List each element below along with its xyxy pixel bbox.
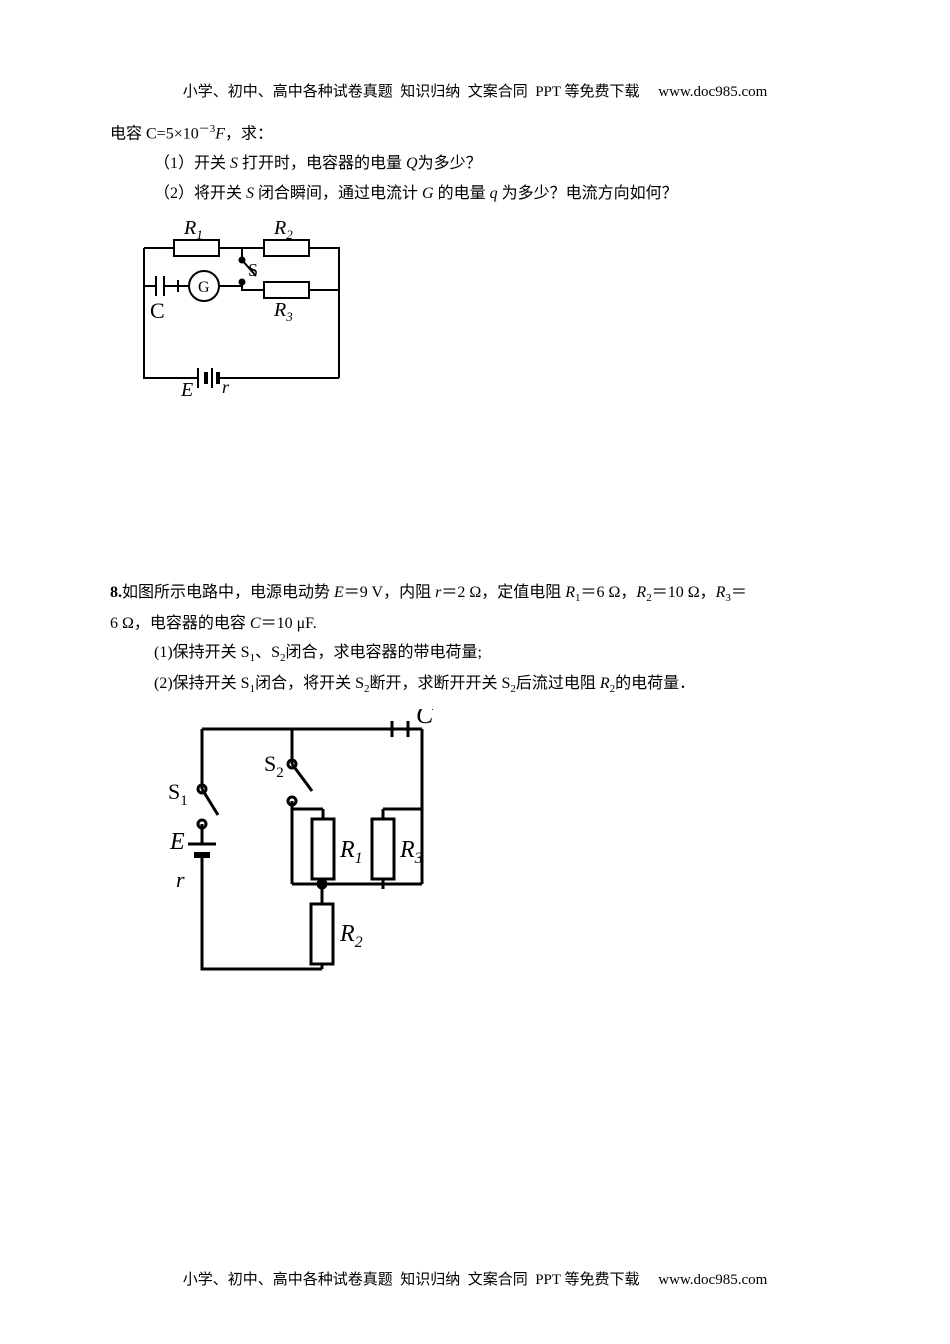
- text: 后流过电阻: [516, 675, 600, 692]
- svg-text:R3: R3: [399, 837, 423, 867]
- text: （2）将开关: [154, 185, 246, 202]
- text: 、S: [255, 644, 280, 661]
- text: (1)保持开关 S: [154, 644, 250, 661]
- svg-text:E: E: [169, 829, 185, 855]
- var-S: S: [246, 185, 254, 202]
- svg-text:R2: R2: [273, 218, 293, 242]
- p7-q1: （1）开关 S 打开时，电容器的电量 Q为多少？: [110, 149, 840, 179]
- unit-F: F: [215, 125, 225, 142]
- text: 为多少？电流方向如何？: [498, 185, 678, 202]
- var-G: G: [422, 185, 434, 202]
- var-R2: R: [636, 584, 646, 601]
- svg-text:C: C: [416, 709, 434, 729]
- text: ＝10 Ω，: [652, 584, 716, 601]
- svg-text:S1: S1: [168, 779, 188, 809]
- text: 为多少？: [418, 155, 482, 172]
- svg-text:R1: R1: [183, 218, 203, 242]
- svg-text:r: r: [176, 867, 185, 892]
- var-R3: R: [716, 584, 726, 601]
- text: (2)保持开关 S: [154, 675, 250, 692]
- var-R2: R: [600, 675, 610, 692]
- p8-line1: 8.如图所示电路中，电源电动势 E＝9 V，内阻 r＝2 Ω，定值电阻 R1＝6…: [110, 578, 840, 609]
- svg-text:R3: R3: [273, 299, 293, 324]
- svg-text:S2: S2: [264, 751, 284, 781]
- text: 电容 C=5×10: [110, 125, 199, 142]
- text: ＝2 Ω，定值电阻: [441, 584, 565, 601]
- svg-text:C: C: [150, 298, 165, 323]
- text: 闭合瞬间，通过电流计: [254, 185, 422, 202]
- p7-q2: （2）将开关 S 闭合瞬间，通过电流计 G 的电量 q 为多少？电流方向如何？: [110, 179, 840, 209]
- var-Q: Q: [406, 155, 418, 172]
- p8-q1: (1)保持开关 S1、S2闭合，求电容器的带电荷量;: [110, 638, 840, 669]
- text: 断开，求断开开关 S: [369, 675, 510, 692]
- page-footer: 小学、初中、高中各种试卷真题 知识归纳 文案合同 PPT 等免费下载 www.d…: [0, 1268, 950, 1289]
- text: 的电荷量．: [615, 675, 695, 692]
- page-header: 小学、初中、高中各种试卷真题 知识归纳 文案合同 PPT 等免费下载 www.d…: [110, 80, 840, 101]
- svg-text:r: r: [222, 377, 230, 397]
- p8-line2: 6 Ω，电容器的电容 C＝10 μF.: [110, 609, 840, 639]
- text: ＝: [731, 584, 747, 601]
- text: 的电量: [434, 185, 490, 202]
- svg-text:R1: R1: [339, 837, 363, 867]
- p7-capacitor-line: 电容 C=5×10－3F，求：: [110, 119, 840, 149]
- text: 闭合，求电容器的带电荷量;: [285, 644, 481, 661]
- svg-text:R2: R2: [339, 921, 363, 951]
- text: 如图所示电路中，电源电动势: [122, 584, 334, 601]
- text: ＝10 μF.: [261, 615, 317, 632]
- problem-number: 8.: [110, 584, 122, 601]
- var-C: C: [250, 615, 261, 632]
- spacer: [110, 408, 840, 578]
- circuit-diagram-2: C S1 S2 E r R1 R3 R2: [162, 709, 840, 999]
- svg-text:G: G: [198, 279, 210, 296]
- var-S: S: [230, 155, 238, 172]
- svg-text:S: S: [248, 260, 258, 280]
- circuit-diagram-1: R1 R2 S G R3 C E r: [124, 218, 840, 408]
- text: ＝9 V，内阻: [344, 584, 435, 601]
- text: （1）开关: [154, 155, 230, 172]
- svg-text:E: E: [180, 379, 193, 401]
- var-E: E: [334, 584, 344, 601]
- text: 打开时，电容器的电量: [238, 155, 406, 172]
- text: ，求：: [225, 125, 273, 142]
- var-R1: R: [565, 584, 575, 601]
- text: 6 Ω，电容器的电容: [110, 615, 250, 632]
- text: ＝6 Ω，: [581, 584, 637, 601]
- text: 闭合，将开关 S: [255, 675, 364, 692]
- p8-q2: (2)保持开关 S1闭合，将开关 S2断开，求断开开关 S2后流过电阻 R2的电…: [110, 669, 840, 700]
- var-q: q: [490, 185, 498, 202]
- exponent: －3: [199, 123, 216, 135]
